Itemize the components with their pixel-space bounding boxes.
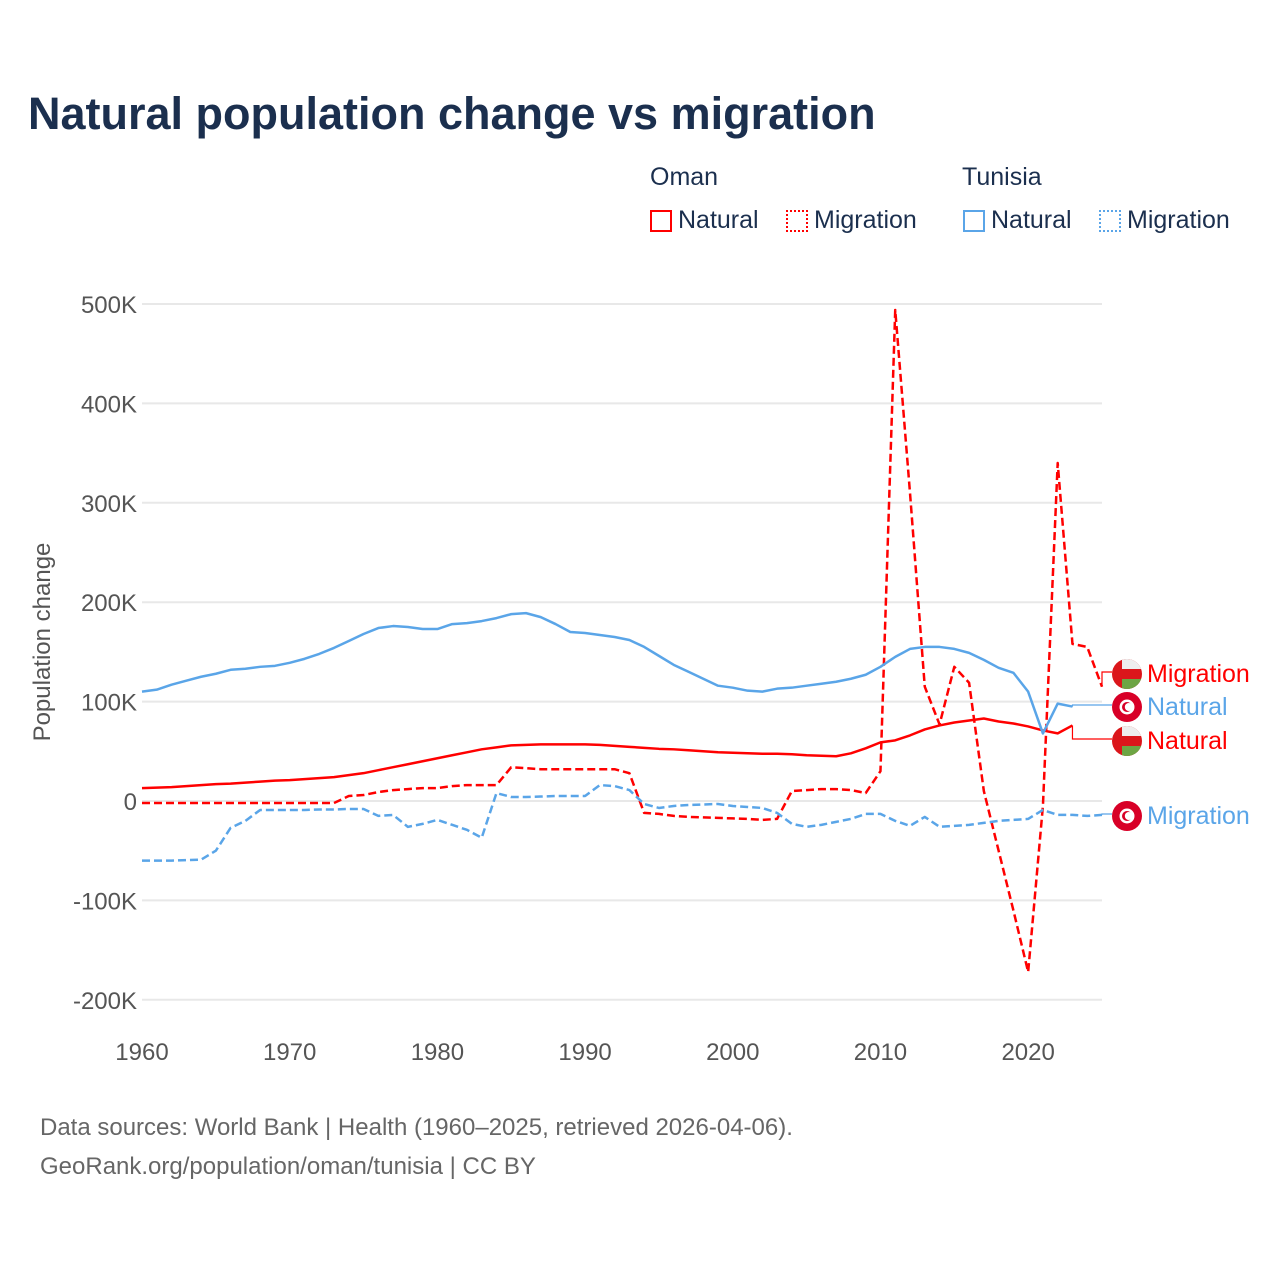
tunisia-flag-icon [1112, 801, 1142, 831]
x-tick-label: 1970 [263, 1039, 316, 1066]
legend-label: Natural [991, 206, 1072, 234]
x-tick-label: 2020 [1001, 1039, 1054, 1066]
x-tick-label: 1960 [115, 1039, 168, 1066]
x-tick-label: 1990 [558, 1039, 611, 1066]
series-end-label: Migration [1147, 660, 1250, 688]
flag-body [1112, 726, 1142, 756]
oman-flag-icon [1112, 659, 1142, 689]
flag-white [1122, 659, 1142, 669]
legend-swatch-dotted [786, 209, 808, 232]
x-tick-label: 2000 [706, 1039, 759, 1066]
flag-body [1112, 801, 1142, 831]
footer: Data sources: World Bank | Health (1960–… [40, 1108, 793, 1186]
y-tick-label: 500K [81, 292, 137, 319]
leader-line [1071, 704, 1112, 707]
legend-tunisia-natural[interactable]: Natural [963, 206, 1072, 235]
series-line-oman-migration [142, 308, 1104, 974]
series-end-label: Migration [1147, 802, 1250, 830]
series-end-label: Natural [1147, 693, 1228, 721]
legend-label: Migration [1127, 206, 1230, 234]
flag-green [1122, 746, 1142, 756]
y-tick-label: -200K [73, 988, 137, 1015]
series-line-oman-natural [141, 717, 1074, 790]
legend-tunisia-migration[interactable]: Migration [1099, 206, 1230, 235]
series-line-tunisia-natural [141, 611, 1073, 735]
legend-label: Natural [678, 206, 759, 234]
tunisia-flag-icon [1112, 692, 1142, 722]
y-tick-label: 0 [124, 789, 137, 816]
series-line-tunisia-migration [142, 783, 1103, 862]
flag-white [1122, 726, 1142, 736]
y-tick-label: 200K [81, 590, 137, 617]
x-tick-label: 1980 [411, 1039, 464, 1066]
crescent-cut [1124, 812, 1133, 820]
series-end-label: Natural [1147, 727, 1228, 755]
footer-sources: Data sources: World Bank | Health (1960–… [40, 1114, 793, 1141]
legend-label: Migration [814, 206, 917, 234]
flag-green [1122, 679, 1142, 689]
leader-line [1071, 725, 1112, 740]
leader-line [1101, 671, 1112, 687]
legend-group-tunisia: Tunisia [962, 163, 1042, 191]
legend-swatch-solid [963, 209, 985, 232]
flag-body [1112, 692, 1142, 722]
y-tick-label: 300K [81, 491, 137, 518]
leader-line [1101, 813, 1112, 815]
legend-swatch-solid [650, 209, 672, 232]
legend-oman-migration[interactable]: Migration [786, 206, 917, 235]
y-axis-label: Population change [29, 543, 56, 742]
flag-body [1112, 659, 1142, 689]
y-tick-label: 100K [81, 690, 137, 717]
x-tick-label: 2010 [854, 1039, 907, 1066]
y-tick-label: -100K [73, 888, 137, 915]
legend-swatch-dotted [1099, 209, 1121, 232]
crescent-cut [1124, 703, 1133, 711]
oman-flag-icon [1112, 726, 1142, 756]
y-tick-label: 400K [81, 391, 137, 418]
footer-link[interactable]: GeoRank.org/population/oman/tunisia | CC… [40, 1153, 536, 1180]
legend-group-oman: Oman [650, 163, 719, 191]
legend-oman-natural[interactable]: Natural [650, 206, 759, 235]
page-title: Natural population change vs migration [28, 88, 876, 139]
